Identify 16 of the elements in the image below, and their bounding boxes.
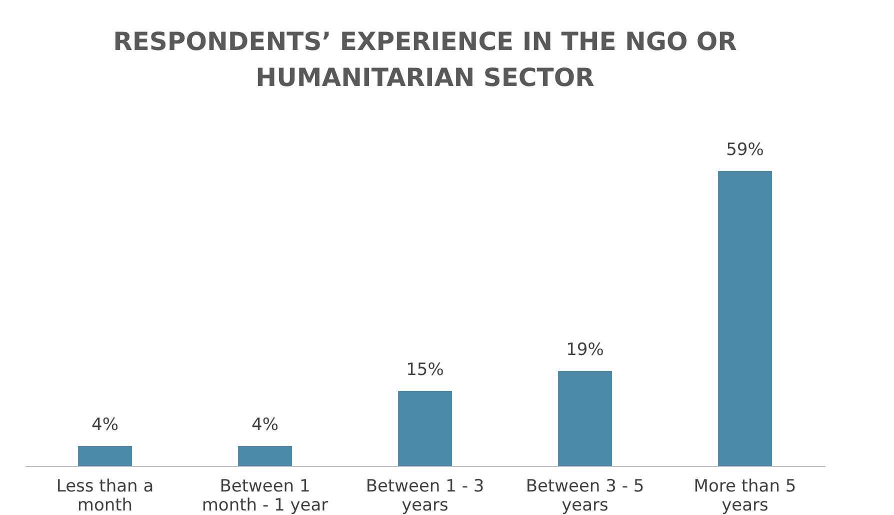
bar [238, 446, 292, 466]
data-label: 4% [92, 415, 118, 435]
bar [718, 171, 772, 466]
chart-title: RESPONDENTS’ EXPERIENCE IN THE NGO OR HUMANITARIAN SECTOR [113, 27, 737, 92]
bar [78, 446, 132, 466]
bar [558, 371, 612, 466]
bar [398, 391, 452, 466]
x-tick-label: Between 3 - 5 years [526, 476, 644, 515]
x-tick-label: Between 1 - 3 years [366, 476, 484, 515]
data-label: 15% [406, 360, 444, 380]
x-tick-label: Between 1 month - 1 year [202, 476, 328, 515]
data-label: 4% [252, 415, 278, 435]
data-label: 19% [566, 340, 604, 360]
x-tick-label: Less than a month [56, 476, 154, 515]
x-tick-label: More than 5 years [694, 476, 796, 515]
data-label: 59% [726, 140, 764, 160]
